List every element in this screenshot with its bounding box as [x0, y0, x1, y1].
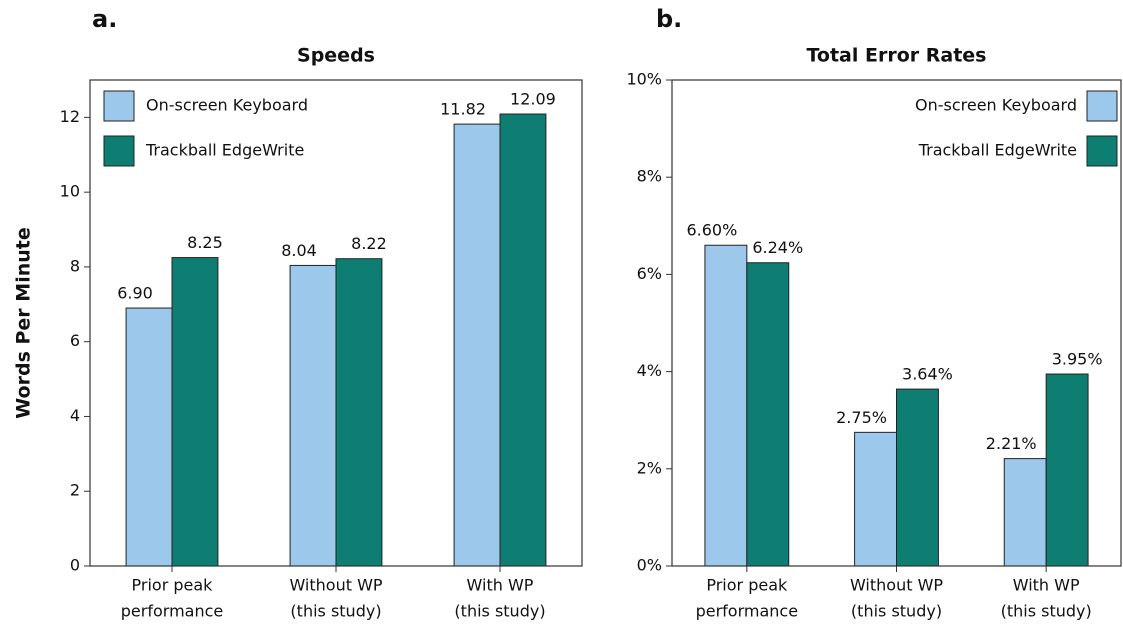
- x-tick-label: Prior peak: [706, 576, 788, 595]
- legend-label: Trackball EdgeWrite: [918, 141, 1077, 160]
- bar: [453, 123, 501, 567]
- y-tick-label: 6%: [637, 264, 662, 283]
- value-label: 2.21%: [986, 434, 1037, 453]
- y-tick-label: 12: [60, 107, 80, 126]
- y-tick-label: 8%: [637, 167, 662, 186]
- x-tick-label: performance: [696, 602, 798, 621]
- y-tick-label: 6: [70, 331, 80, 350]
- panel-label: a.: [92, 5, 117, 33]
- y-tick-label: 10: [60, 182, 80, 201]
- plot-frame: [89, 79, 583, 567]
- value-label: 11.82: [440, 100, 486, 119]
- value-label: 8.25: [187, 233, 223, 252]
- x-tick-label: Without WP: [289, 576, 382, 595]
- bar: [854, 431, 897, 567]
- legend-label: On-screen Keyboard: [915, 96, 1077, 115]
- value-label: 8.04: [281, 241, 317, 260]
- legend-label: Trackball EdgeWrite: [145, 141, 304, 160]
- bar: [125, 307, 173, 567]
- y-tick-label: 8: [70, 256, 80, 275]
- y-tick-label: 0%: [637, 556, 662, 575]
- bar: [746, 262, 790, 567]
- y-tick-label: 4: [70, 406, 80, 425]
- chart-title: Speeds: [297, 45, 375, 67]
- value-label: 12.09: [510, 90, 556, 109]
- value-label: 6.60%: [686, 221, 737, 240]
- legend-swatch: [103, 90, 135, 122]
- bar: [1003, 458, 1047, 567]
- chart-title: Total Error Rates: [806, 45, 986, 67]
- bar: [289, 264, 337, 567]
- bar: [499, 113, 547, 567]
- y-tick-label: 2: [70, 481, 80, 500]
- y-axis-label: Words Per Minute: [13, 227, 35, 418]
- x-tick-label: Prior peak: [132, 576, 214, 595]
- plot-frame: [671, 79, 1122, 567]
- value-label: 6.90: [117, 284, 153, 303]
- bar: [335, 258, 383, 567]
- value-label: 8.22: [351, 234, 387, 253]
- value-label: 3.64%: [902, 365, 953, 384]
- x-tick-label: (this study): [851, 602, 942, 621]
- value-label: 3.95%: [1052, 350, 1103, 369]
- x-tick-label: (this study): [1001, 602, 1092, 621]
- x-tick-label: performance: [121, 602, 223, 621]
- y-tick-label: 2%: [637, 458, 662, 477]
- x-tick-label: With WP: [1013, 576, 1080, 595]
- bar: [171, 257, 219, 567]
- legend-swatch: [1086, 135, 1118, 167]
- x-tick-label: (this study): [290, 602, 381, 621]
- x-tick-label: (this study): [454, 602, 545, 621]
- x-tick-label: Without WP: [850, 576, 943, 595]
- panel-label: b.: [656, 5, 682, 33]
- y-tick-label: 10%: [626, 70, 662, 89]
- y-tick-label: 4%: [637, 361, 662, 380]
- value-label: 6.24%: [752, 238, 803, 257]
- bar: [704, 244, 748, 567]
- bar: [1045, 373, 1089, 567]
- y-tick-label: 0: [70, 556, 80, 575]
- legend-label: On-screen Keyboard: [146, 96, 308, 115]
- legend-swatch: [1086, 90, 1118, 122]
- legend-swatch: [103, 135, 135, 167]
- x-tick-label: With WP: [467, 576, 534, 595]
- value-label: 2.75%: [836, 408, 887, 427]
- bar: [896, 388, 939, 567]
